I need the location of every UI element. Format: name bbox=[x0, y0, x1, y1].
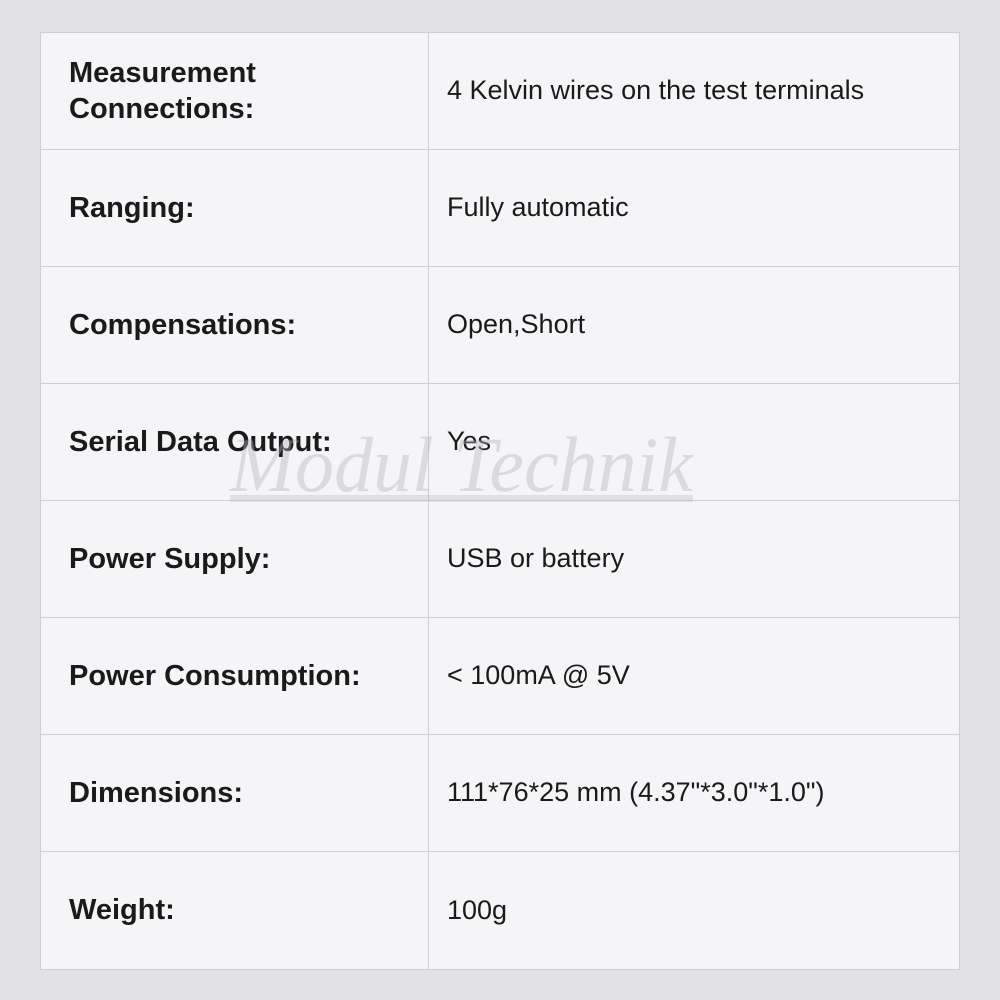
table-row: Power Consumption: < 100mA @ 5V bbox=[41, 618, 959, 735]
spec-label: Weight: bbox=[41, 852, 429, 969]
spec-value: 4 Kelvin wires on the test terminals bbox=[429, 33, 959, 149]
spec-value: 111*76*25 mm (4.37"*3.0"*1.0") bbox=[429, 735, 959, 851]
spec-value: Fully automatic bbox=[429, 150, 959, 266]
spec-value: USB or battery bbox=[429, 501, 959, 617]
spec-label: Measurement Connections: bbox=[41, 33, 429, 149]
spec-label: Dimensions: bbox=[41, 735, 429, 851]
spec-value: Yes bbox=[429, 384, 959, 500]
table-row: Measurement Connections: 4 Kelvin wires … bbox=[41, 33, 959, 150]
spec-value: 100g bbox=[429, 852, 959, 969]
table-row: Ranging: Fully automatic bbox=[41, 150, 959, 267]
spec-value: < 100mA @ 5V bbox=[429, 618, 959, 734]
spec-label: Ranging: bbox=[41, 150, 429, 266]
table-row: Compensations: Open,Short bbox=[41, 267, 959, 384]
table-row: Serial Data Output: Yes bbox=[41, 384, 959, 501]
spec-value: Open,Short bbox=[429, 267, 959, 383]
spec-label: Compensations: bbox=[41, 267, 429, 383]
spec-label: Power Consumption: bbox=[41, 618, 429, 734]
spec-table: Measurement Connections: 4 Kelvin wires … bbox=[40, 32, 960, 970]
spec-label: Serial Data Output: bbox=[41, 384, 429, 500]
table-row: Weight: 100g bbox=[41, 852, 959, 969]
table-row: Power Supply: USB or battery bbox=[41, 501, 959, 618]
table-row: Dimensions: 111*76*25 mm (4.37"*3.0"*1.0… bbox=[41, 735, 959, 852]
spec-label: Power Supply: bbox=[41, 501, 429, 617]
